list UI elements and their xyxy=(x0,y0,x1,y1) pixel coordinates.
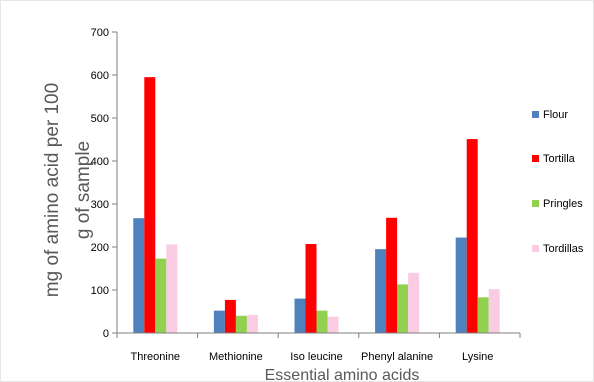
y-axis-title-line-2: g of sample xyxy=(73,141,94,239)
bars-layer xyxy=(133,77,500,334)
legend-label: Tortilla xyxy=(543,153,576,165)
bar xyxy=(246,314,258,333)
bar xyxy=(144,77,156,334)
legend-swatch xyxy=(532,111,539,118)
bar xyxy=(408,272,420,333)
bar xyxy=(386,217,398,333)
x-tick-label: Lysine xyxy=(462,351,493,363)
bar xyxy=(477,297,489,333)
bar xyxy=(305,243,317,333)
legend-label: Pringles xyxy=(543,198,583,210)
bar xyxy=(375,249,387,333)
y-tick-label: 100 xyxy=(91,285,109,297)
bar xyxy=(327,316,339,333)
bar xyxy=(155,258,167,333)
y-tick-label: 200 xyxy=(91,242,109,254)
bar xyxy=(316,310,328,333)
bar xyxy=(294,298,306,333)
legend-swatch xyxy=(532,155,539,162)
legend-swatch xyxy=(532,200,539,207)
bar xyxy=(397,284,409,333)
y-tick-label: 600 xyxy=(91,70,109,82)
y-axis-title: mg of amino acid per 100 g of sample xyxy=(42,83,94,297)
x-tick-label: Phenyl alanine xyxy=(361,351,433,363)
bar xyxy=(213,310,225,333)
bar xyxy=(488,289,500,333)
bar xyxy=(224,299,236,333)
legend-swatch xyxy=(532,245,539,252)
legend-label: Flour xyxy=(543,109,568,121)
y-tick-label: 300 xyxy=(91,199,109,211)
x-axis-title: Essential amino acids xyxy=(265,367,420,382)
y-tick-label: 0 xyxy=(103,328,109,340)
x-tick-label: Threonine xyxy=(131,351,181,363)
bar xyxy=(466,139,478,333)
legend: Flour Tortilla Pringles Tordillas xyxy=(532,109,584,255)
bar xyxy=(133,218,145,333)
x-tick-label: Methionine xyxy=(209,351,263,363)
bar xyxy=(455,237,467,333)
legend-label: Tordillas xyxy=(543,243,584,255)
y-axis-title-line-1: mg of amino acid per 100 xyxy=(42,83,63,297)
y-tick-label: 700 xyxy=(91,27,109,39)
y-tick-label: 400 xyxy=(91,156,109,168)
y-tick-label: 500 xyxy=(91,113,109,125)
x-tick-label: Iso leucine xyxy=(290,351,343,363)
y-ticks: 0 100 200 300 400 500 600 700 xyxy=(91,27,117,340)
x-tick-labels: Threonine Methionine Iso leucine Phenyl ala… xyxy=(116,333,521,363)
bar xyxy=(166,244,178,333)
bar xyxy=(235,315,247,333)
